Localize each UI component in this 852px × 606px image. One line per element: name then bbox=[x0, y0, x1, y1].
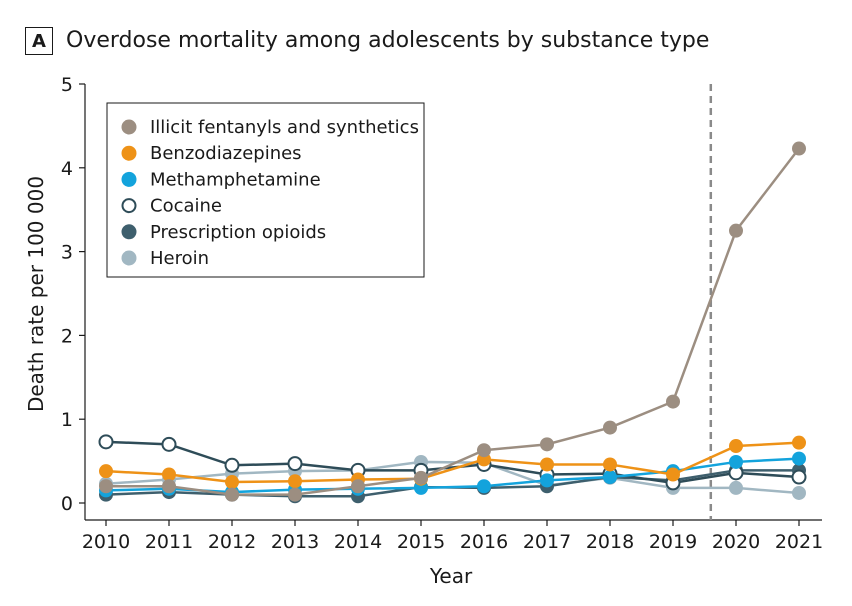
y-tick-label: 0 bbox=[61, 493, 73, 515]
y-tick-label: 1 bbox=[61, 409, 73, 431]
data-point bbox=[288, 487, 302, 502]
data-point bbox=[792, 485, 806, 500]
data-point bbox=[540, 473, 554, 488]
series-line bbox=[106, 147, 800, 496]
legend-marker bbox=[121, 171, 137, 187]
data-point bbox=[225, 487, 239, 502]
data-point bbox=[414, 470, 428, 485]
y-axis-label: Death rate per 100 000 bbox=[24, 176, 48, 412]
data-point bbox=[540, 457, 554, 472]
legend-marker bbox=[121, 119, 137, 135]
legend-box bbox=[106, 102, 425, 278]
x-axis-label: Year bbox=[429, 564, 473, 588]
legend-label: Heroin bbox=[150, 248, 209, 269]
legend-label: Illicit fentanyls and synthetics bbox=[150, 117, 419, 138]
series-layer bbox=[98, 141, 807, 504]
series-illicit-fentanyls-and-synthetics bbox=[99, 141, 806, 502]
x-tick-label: 2015 bbox=[397, 531, 445, 553]
legend-label: Benzodiazepines bbox=[150, 143, 302, 164]
data-point bbox=[224, 457, 240, 473]
legend-marker bbox=[121, 145, 137, 161]
panel-label-box: A bbox=[25, 27, 53, 55]
series-line bbox=[105, 441, 800, 484]
legend-marker bbox=[121, 250, 137, 266]
data-point bbox=[666, 467, 680, 482]
data-point bbox=[162, 467, 176, 482]
data-point bbox=[603, 470, 617, 485]
data-point bbox=[99, 464, 113, 479]
data-point bbox=[729, 439, 743, 454]
data-point bbox=[351, 479, 365, 494]
y-tick-label: 3 bbox=[61, 242, 73, 264]
data-point bbox=[477, 443, 491, 458]
data-point bbox=[287, 456, 303, 472]
legend-marker bbox=[121, 224, 137, 240]
data-point bbox=[288, 474, 302, 489]
data-point bbox=[792, 141, 806, 156]
data-point bbox=[729, 454, 743, 469]
data-point bbox=[791, 469, 807, 485]
x-tick-label: 2010 bbox=[82, 531, 130, 553]
data-point bbox=[99, 479, 113, 494]
legend-label: Cocaine bbox=[150, 196, 222, 217]
data-point bbox=[792, 451, 806, 466]
legend: Illicit fentanyls and synthetics Benzodia… bbox=[106, 102, 425, 278]
data-point bbox=[477, 479, 491, 494]
legend-label: Prescription opioids bbox=[150, 222, 326, 243]
axes: 0 1 2 3 4 5 2010 2011 2012 2013 2014 2015 2016 2017 20… bbox=[61, 74, 823, 553]
data-point bbox=[603, 457, 617, 472]
data-point bbox=[666, 394, 680, 409]
x-tick-label: 2020 bbox=[712, 531, 760, 553]
data-point bbox=[225, 475, 239, 490]
data-point bbox=[792, 435, 806, 450]
data-point bbox=[603, 420, 617, 435]
data-point bbox=[729, 480, 743, 495]
legend-label: Methamphetamine bbox=[150, 169, 321, 190]
legend-marker bbox=[121, 198, 137, 214]
series-line bbox=[105, 460, 800, 495]
x-tick-label: 2011 bbox=[145, 531, 193, 553]
data-point bbox=[98, 434, 114, 450]
x-tick-label: 2019 bbox=[649, 531, 697, 553]
data-point bbox=[729, 223, 743, 238]
x-tick-label: 2013 bbox=[271, 531, 319, 553]
panel-label: A bbox=[32, 30, 46, 52]
x-tick-label: 2014 bbox=[334, 531, 382, 553]
data-point bbox=[162, 479, 176, 494]
x-tick-label: 2012 bbox=[208, 531, 256, 553]
x-tick-label: 2018 bbox=[586, 531, 634, 553]
series-benzodiazepines bbox=[99, 435, 806, 490]
data-point bbox=[161, 436, 177, 452]
x-tick-label: 2017 bbox=[523, 531, 571, 553]
data-point bbox=[540, 437, 554, 452]
y-tick-label: 2 bbox=[61, 325, 73, 347]
x-tick-label: 2016 bbox=[460, 531, 508, 553]
series-line bbox=[105, 440, 800, 485]
chart-title: Overdose mortality among adolescents by … bbox=[66, 28, 710, 53]
x-tick-label: 2021 bbox=[775, 531, 823, 553]
y-tick-label: 5 bbox=[61, 74, 73, 96]
y-tick-label: 4 bbox=[61, 158, 73, 180]
